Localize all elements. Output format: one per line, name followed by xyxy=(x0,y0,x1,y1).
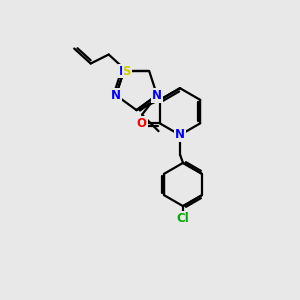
Text: N: N xyxy=(111,89,121,102)
Text: N: N xyxy=(119,64,129,77)
Text: N: N xyxy=(152,89,162,102)
Text: N: N xyxy=(175,128,185,142)
Text: Cl: Cl xyxy=(177,212,189,225)
Text: S: S xyxy=(122,64,131,77)
Text: O: O xyxy=(137,117,147,130)
